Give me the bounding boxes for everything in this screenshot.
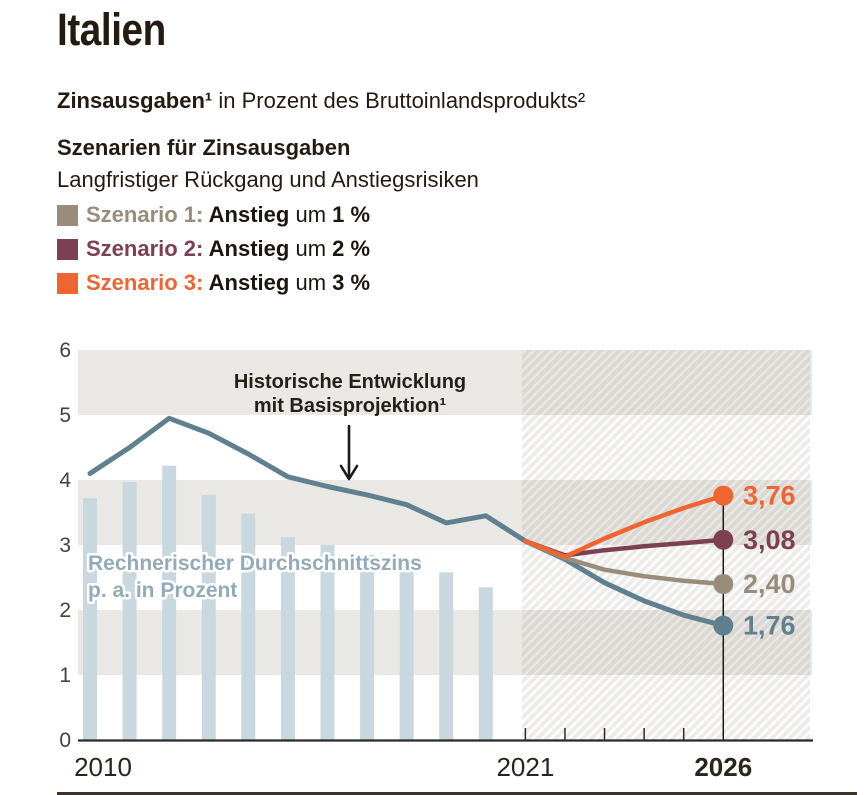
annotation-arrow-head <box>339 464 359 481</box>
legend-label: Szenario 3: <box>86 270 204 295</box>
end-value-label-scenario-1: 2,40 <box>743 569 796 599</box>
legend-text-bold: Anstieg <box>203 236 290 261</box>
y-axis-label-4: 4 <box>59 469 71 492</box>
legend-text-bold: Anstieg <box>203 202 290 227</box>
bar-2015 <box>280 537 295 740</box>
bar-2012 <box>162 465 177 740</box>
section-subtitle: Langfristiger Rückgang und Anstiegsrisik… <box>57 167 479 192</box>
scenario-chart: Rechnerischer Durchschnittszins p. a. in … <box>59 340 813 782</box>
bottom-rule <box>57 792 857 795</box>
chart-subtitle: Zinsausgaben¹ in Prozent des Bruttoinlan… <box>57 88 585 114</box>
y-axis-label-0: 0 <box>59 729 71 752</box>
bar-2013 <box>201 494 216 740</box>
end-value-label-scenario-3: 3,76 <box>743 481 796 511</box>
end-value-label-baseline: 1,76 <box>743 611 796 641</box>
legend-swatch-scenario-3 <box>57 272 78 294</box>
x-axis-label-2010: 2010 <box>74 752 132 782</box>
legend-pct: 2 % <box>332 236 371 261</box>
legend-text: um <box>289 236 333 261</box>
bar-series-label-line2: p. a. in Prozent <box>88 579 237 602</box>
legend-swatch-scenario-2 <box>57 238 78 260</box>
legend-text: um <box>289 202 333 227</box>
legend-item-scenario-3: Szenario 3: Anstieg um 3 % <box>57 268 370 298</box>
bar-2020 <box>478 587 493 740</box>
endpoint-dot-scenario-1 <box>713 574 734 594</box>
x-axis-label-2026: 2026 <box>694 752 752 782</box>
legend-text-bold: Anstieg <box>203 270 290 295</box>
legend-swatch-scenario-1 <box>57 204 78 226</box>
legend-pct: 3 % <box>332 270 371 295</box>
endpoint-dot-scenario-3 <box>713 485 734 506</box>
baseline-annotation-line2: mit Basisprojektion¹ <box>254 395 447 417</box>
y-axis-label-5: 5 <box>59 404 71 427</box>
bar-2011 <box>122 481 137 740</box>
y-axis-label-2: 2 <box>59 599 71 622</box>
bar-2016 <box>320 545 335 740</box>
section-title: Szenarien für Zinsausgaben <box>57 135 351 160</box>
endpoint-dot-baseline <box>713 615 734 636</box>
bar-2010 <box>83 498 97 740</box>
legend-text: um <box>289 270 333 295</box>
legend-label: Szenario 1: <box>86 202 204 227</box>
baseline-annotation-line1: Historische Entwicklung <box>234 371 466 393</box>
legend-pct: 1 % <box>332 202 371 227</box>
bar-2017 <box>360 554 375 740</box>
x-axis-label-2021: 2021 <box>496 752 554 782</box>
end-value-label-scenario-2: 3,08 <box>743 525 796 555</box>
bar-2018 <box>399 563 414 740</box>
bar-series-label-line1: Rechnerischer Durchschnittszins <box>88 552 422 575</box>
legend-item-scenario-2: Szenario 2: Anstieg um 2 % <box>57 234 370 264</box>
scenario-line-3 <box>523 493 726 559</box>
legend-item-scenario-1: Szenario 1: Anstieg um 1 % <box>57 200 370 230</box>
bar-2014 <box>241 513 256 740</box>
y-axis-label-6: 6 <box>59 340 71 362</box>
y-axis-label-3: 3 <box>59 534 71 557</box>
page-title: Italien <box>57 4 166 55</box>
endpoint-dot-scenario-2 <box>713 529 734 550</box>
legend-label: Szenario 2: <box>86 236 204 261</box>
bar-2019 <box>439 572 454 740</box>
subtitle-rest: in Prozent des Bruttoinlandsprodukts² <box>212 88 586 113</box>
history-baseline-line <box>87 415 726 629</box>
y-axis-label-1: 1 <box>59 664 71 687</box>
subtitle-term: Zinsausgaben¹ <box>57 88 213 113</box>
